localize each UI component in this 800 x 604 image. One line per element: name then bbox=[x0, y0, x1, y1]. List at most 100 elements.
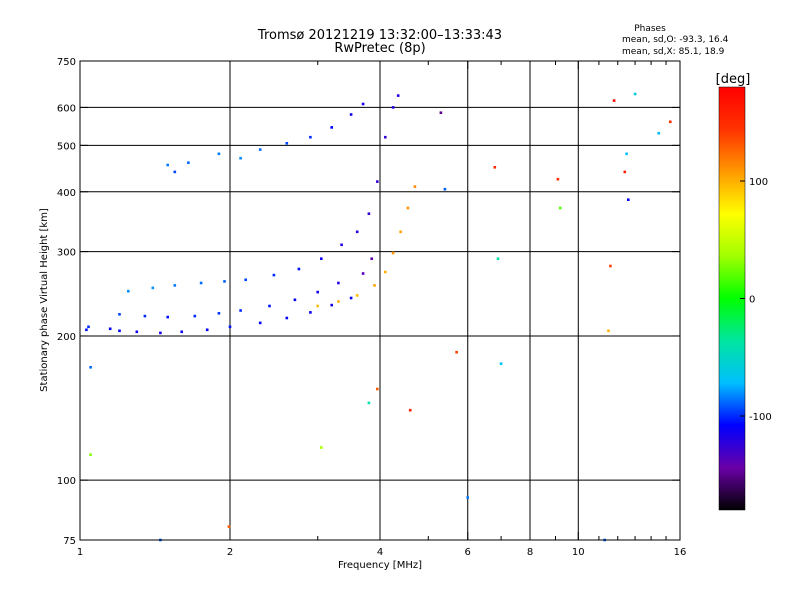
stats-x: mean, sd,X: 85.1, 18.9 bbox=[622, 47, 725, 57]
data-point bbox=[159, 331, 162, 335]
data-point bbox=[623, 170, 627, 174]
data-point bbox=[361, 272, 365, 275]
data-point bbox=[367, 212, 371, 215]
data-point bbox=[217, 152, 221, 156]
data-point bbox=[320, 257, 323, 260]
data-point bbox=[633, 92, 637, 96]
data-point bbox=[87, 325, 90, 329]
data-point bbox=[455, 350, 458, 354]
grid bbox=[80, 61, 680, 540]
data-point bbox=[496, 257, 500, 260]
data-point bbox=[607, 329, 610, 333]
data-point bbox=[227, 525, 231, 528]
data-point bbox=[370, 257, 373, 260]
colorbar-label: [deg] bbox=[716, 72, 751, 87]
colorbar-tick-label: 0 bbox=[749, 295, 755, 306]
data-point bbox=[337, 281, 340, 285]
data-point bbox=[355, 230, 359, 234]
data-point bbox=[609, 264, 612, 268]
data-point bbox=[297, 267, 301, 271]
data-point bbox=[320, 446, 323, 449]
data-point bbox=[143, 314, 147, 318]
y-tick-label: 750 bbox=[57, 57, 76, 68]
data-point bbox=[376, 387, 379, 391]
data-point bbox=[180, 330, 183, 334]
data-point bbox=[669, 120, 672, 124]
data-point bbox=[239, 156, 242, 160]
y-tick-label: 200 bbox=[57, 332, 76, 343]
data-point bbox=[499, 362, 503, 365]
data-point bbox=[316, 290, 319, 294]
y-axis-ticks: 75 100 200 300 400 500 600 750 bbox=[57, 57, 680, 547]
data-point bbox=[373, 284, 376, 287]
y-tick-label: 500 bbox=[57, 141, 76, 152]
data-point bbox=[556, 177, 560, 181]
data-point bbox=[272, 273, 276, 277]
data-point bbox=[493, 166, 497, 169]
data-point bbox=[127, 289, 130, 293]
data-point bbox=[293, 298, 297, 302]
data-point bbox=[625, 152, 628, 156]
data-point bbox=[173, 170, 177, 174]
data-point bbox=[309, 311, 312, 314]
y-tick-label: 300 bbox=[57, 248, 76, 259]
data-point bbox=[89, 366, 92, 369]
data-point bbox=[466, 496, 469, 499]
stats-o: mean, sd,O: -93.3, 16.4 bbox=[622, 35, 729, 45]
data-point bbox=[205, 328, 209, 332]
x-tick-label: 2 bbox=[227, 547, 233, 558]
x-tick-label: 4 bbox=[377, 547, 383, 558]
x-tick-label: 1 bbox=[77, 547, 83, 558]
data-point bbox=[408, 408, 412, 412]
data-point bbox=[173, 284, 177, 287]
data-point bbox=[217, 312, 221, 315]
data-point bbox=[285, 316, 289, 320]
data-points bbox=[85, 92, 672, 542]
data-point bbox=[439, 111, 443, 114]
y-tick-label: 75 bbox=[63, 536, 76, 547]
data-point bbox=[627, 198, 630, 201]
data-point bbox=[355, 294, 359, 297]
y-axis-label: Stationary phase Virtual Height [km] bbox=[39, 208, 50, 392]
data-point bbox=[151, 286, 155, 290]
data-point bbox=[384, 135, 387, 139]
x-axis-ticks: 1 2 4 6 8 10 16 bbox=[77, 61, 687, 558]
data-point bbox=[166, 315, 169, 319]
data-point bbox=[309, 135, 312, 139]
data-point bbox=[330, 126, 333, 129]
chart-subtitle: RwPretec (8p) bbox=[334, 41, 425, 56]
data-point bbox=[349, 113, 353, 116]
data-point bbox=[330, 303, 333, 307]
x-tick-label: 6 bbox=[465, 547, 471, 558]
data-point bbox=[135, 330, 139, 334]
data-point bbox=[349, 296, 353, 300]
data-point bbox=[361, 102, 365, 106]
data-point bbox=[376, 180, 379, 183]
data-point bbox=[268, 304, 271, 308]
x-axis-label: Frequency [MHz] bbox=[338, 560, 422, 571]
data-point bbox=[258, 148, 262, 151]
data-point bbox=[244, 278, 247, 282]
x-tick-label: 16 bbox=[674, 547, 687, 558]
data-point bbox=[391, 251, 395, 255]
data-point bbox=[118, 313, 121, 316]
data-point bbox=[443, 187, 447, 191]
y-tick-label: 600 bbox=[57, 103, 76, 114]
data-point bbox=[166, 163, 169, 167]
data-point bbox=[193, 314, 197, 318]
stats-heading: Phases bbox=[634, 24, 666, 34]
x-tick-label: 10 bbox=[572, 547, 585, 558]
data-point bbox=[85, 328, 88, 332]
data-point bbox=[391, 106, 395, 109]
data-point bbox=[413, 185, 417, 188]
data-point bbox=[558, 206, 562, 210]
data-point bbox=[239, 309, 242, 312]
data-point bbox=[337, 300, 340, 303]
data-point bbox=[228, 325, 232, 329]
colorbar: [deg] 100 0 -100 bbox=[716, 72, 772, 511]
data-point bbox=[399, 230, 402, 234]
data-point bbox=[258, 321, 262, 325]
data-point bbox=[384, 270, 387, 274]
